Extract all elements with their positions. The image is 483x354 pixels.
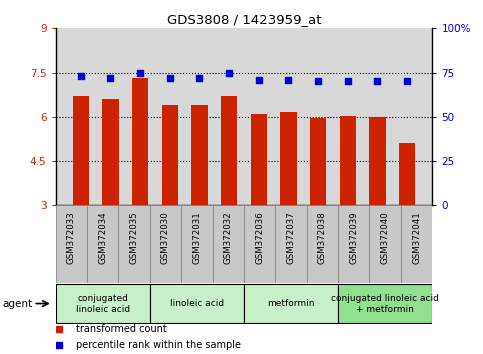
Bar [181, 205, 213, 283]
Text: GSM372034: GSM372034 [98, 212, 107, 264]
Text: GSM372039: GSM372039 [349, 212, 358, 264]
Bar [401, 205, 432, 283]
Point [196, 75, 203, 81]
Bar [102, 98, 119, 205]
Bar [275, 205, 307, 283]
Text: GSM372040: GSM372040 [381, 212, 390, 264]
Text: GSM372030: GSM372030 [161, 212, 170, 264]
Bar [338, 205, 369, 283]
Text: GSM372035: GSM372035 [129, 212, 139, 264]
Text: percentile rank within the sample: percentile rank within the sample [76, 340, 242, 350]
Text: GSM372036: GSM372036 [255, 212, 264, 264]
Bar [307, 205, 338, 283]
Point [225, 70, 233, 75]
Text: metformin: metformin [267, 299, 315, 308]
Bar [369, 205, 401, 283]
Text: conjugated linoleic acid
+ metformin: conjugated linoleic acid + metformin [331, 293, 439, 314]
Title: GDS3808 / 1423959_at: GDS3808 / 1423959_at [167, 13, 321, 26]
Text: GSM372031: GSM372031 [192, 212, 201, 264]
Bar [191, 105, 208, 205]
Text: linoleic acid: linoleic acid [170, 299, 224, 308]
Point [284, 77, 292, 82]
Bar [399, 143, 415, 205]
Text: transformed count: transformed count [76, 324, 167, 334]
Bar [244, 205, 275, 283]
Text: GSM372038: GSM372038 [318, 212, 327, 264]
Bar [280, 113, 297, 205]
Bar [56, 284, 150, 323]
Text: GSM372041: GSM372041 [412, 212, 421, 264]
Bar [244, 284, 338, 323]
Point [373, 79, 381, 84]
Bar [369, 117, 385, 205]
Bar [251, 114, 267, 205]
Text: GSM372033: GSM372033 [67, 212, 76, 264]
Text: agent: agent [2, 298, 32, 309]
Bar [310, 118, 326, 205]
Bar [338, 284, 432, 323]
Point [107, 75, 114, 81]
Bar [150, 205, 181, 283]
Bar [213, 205, 244, 283]
Point [255, 77, 263, 82]
Text: GSM372037: GSM372037 [286, 212, 296, 264]
Bar [162, 105, 178, 205]
Bar [150, 284, 244, 323]
Bar [132, 79, 148, 205]
Bar [87, 205, 118, 283]
Point [136, 70, 144, 75]
Bar [118, 205, 150, 283]
Bar [72, 96, 89, 205]
Point [77, 73, 85, 79]
Bar [221, 96, 237, 205]
Text: conjugated
linoleic acid: conjugated linoleic acid [75, 293, 130, 314]
Bar [56, 205, 87, 283]
Point [403, 79, 411, 84]
Text: GSM372032: GSM372032 [224, 212, 233, 264]
Bar [340, 116, 356, 205]
Point [344, 79, 352, 84]
Point [166, 75, 174, 81]
Point [314, 79, 322, 84]
